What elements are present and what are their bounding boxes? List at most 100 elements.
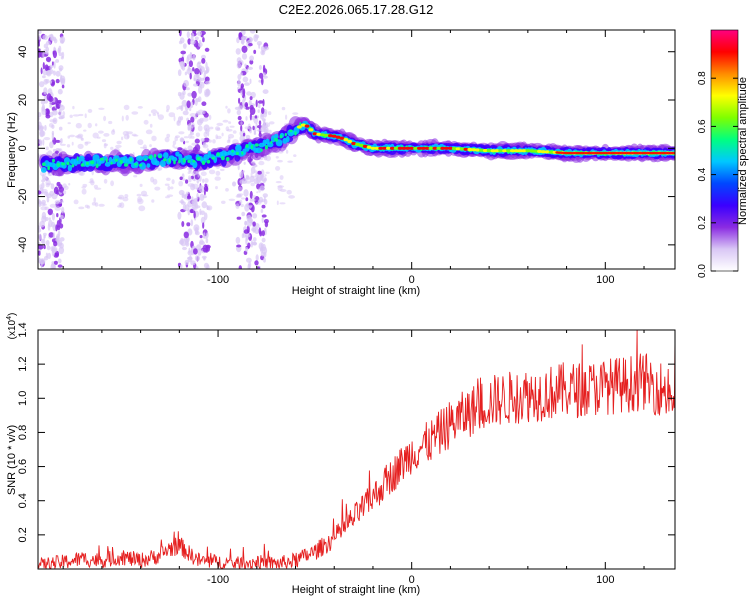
y-tick-label: 40	[17, 46, 29, 58]
heatmap-cell	[66, 144, 71, 148]
heatmap-cell	[587, 151, 592, 155]
heatmap-cell	[601, 151, 606, 155]
x-tick-label: 100	[596, 274, 614, 286]
heatmap-cell	[424, 146, 430, 150]
heatmap-cell	[201, 201, 208, 209]
heatmap-cell	[202, 222, 205, 229]
heatmap-cell	[164, 183, 170, 186]
heatmap-cell	[45, 146, 49, 151]
heatmap-cell	[222, 119, 229, 123]
top-plot-frame	[37, 29, 676, 270]
heatmap-cell	[252, 221, 256, 227]
heatmap-cell	[636, 151, 640, 155]
heatmap-cell	[275, 181, 282, 184]
heatmap-cell	[186, 100, 191, 109]
heatmap-cell	[43, 244, 46, 250]
heatmap-cell	[459, 147, 465, 151]
heatmap-cell	[241, 37, 245, 46]
heatmap-cell	[490, 149, 496, 153]
x-tick-label: 0	[409, 574, 415, 586]
heatmap-cell	[40, 67, 43, 75]
heatmap-cell	[116, 140, 122, 145]
heatmap-cell	[183, 231, 189, 239]
heatmap-cell	[182, 43, 187, 49]
heatmap-cell	[284, 132, 287, 137]
heatmap-cell	[136, 155, 144, 162]
heatmap-cell	[45, 79, 50, 84]
heatmap-cell	[115, 144, 122, 148]
heatmap-cell	[238, 97, 241, 104]
heatmap-cell	[268, 129, 272, 134]
heatmap-cell	[59, 215, 64, 220]
snr-point	[411, 452, 413, 454]
heatmap-cell	[237, 74, 242, 80]
heatmap-cell	[203, 185, 208, 192]
snr-point	[624, 384, 626, 386]
heatmap-cell	[622, 151, 626, 155]
heatmap-cell	[61, 206, 65, 214]
heatmap-cell	[260, 175, 267, 182]
heatmap-cell	[83, 129, 87, 132]
heatmap-cell	[188, 177, 192, 183]
heatmap-cell	[63, 185, 69, 190]
heatmap-cell	[194, 144, 201, 152]
heatmap-cell	[247, 242, 251, 249]
heatmap-cell	[57, 258, 62, 264]
heatmap-cell	[50, 183, 55, 190]
heatmap-cell	[166, 177, 171, 181]
y-tick-label: 0	[17, 145, 29, 151]
heatmap-cell	[39, 81, 45, 88]
heatmap-cell	[203, 137, 210, 143]
heatmap-cell	[270, 140, 273, 144]
heatmap-cell	[185, 140, 189, 144]
heatmap-cell	[362, 144, 368, 148]
snr-point	[198, 560, 200, 562]
heatmap-cell	[455, 147, 461, 151]
heatmap-cell	[189, 107, 192, 112]
heatmap-cell	[61, 162, 66, 166]
heatmap-cell	[259, 230, 263, 237]
heatmap-cell	[502, 149, 507, 153]
heatmap-cell	[44, 217, 49, 221]
heatmap-cell	[127, 134, 129, 139]
heatmap-cell	[243, 189, 249, 197]
heatmap-cell	[257, 109, 260, 113]
heatmap-cell	[241, 233, 245, 239]
heatmap-cell	[265, 155, 271, 162]
heatmap-cell	[235, 151, 239, 156]
heatmap-cell	[254, 170, 258, 174]
heatmap-cell	[209, 126, 214, 130]
heatmap-cell	[236, 109, 241, 116]
heatmap-cell	[638, 151, 643, 155]
heatmap-cell	[255, 122, 258, 129]
heatmap-cell	[569, 151, 573, 155]
heatmap-cell	[256, 115, 260, 119]
heatmap-cell	[110, 180, 114, 187]
heatmap-cell	[59, 237, 65, 242]
heatmap-cell	[386, 146, 391, 150]
heatmap-cell	[166, 109, 169, 113]
heatmap-cell	[246, 214, 252, 221]
heatmap-cell	[55, 78, 60, 84]
heatmap-cell	[126, 131, 133, 135]
heatmap-cell	[197, 31, 203, 36]
heatmap-cell	[173, 115, 176, 122]
heatmap-cell	[72, 105, 75, 110]
heatmap-cell	[178, 131, 185, 135]
heatmap-cell	[52, 264, 56, 269]
heatmap-cell	[184, 259, 190, 265]
heatmap-cell	[98, 159, 105, 164]
heatmap-cell	[225, 157, 230, 162]
heatmap-cell	[202, 178, 205, 183]
heatmap-cell	[241, 211, 246, 217]
heatmap-cell	[193, 248, 198, 255]
heatmap-cell	[202, 143, 209, 149]
heatmap-cell	[131, 133, 137, 137]
heatmap-cell	[182, 193, 188, 197]
heatmap-cell	[202, 195, 207, 199]
heatmap-cell	[236, 37, 240, 44]
heatmap-cell	[249, 37, 254, 42]
heatmap-cell	[78, 113, 84, 117]
colorbar-gradient	[710, 29, 739, 272]
heatmap-cell	[256, 41, 262, 46]
